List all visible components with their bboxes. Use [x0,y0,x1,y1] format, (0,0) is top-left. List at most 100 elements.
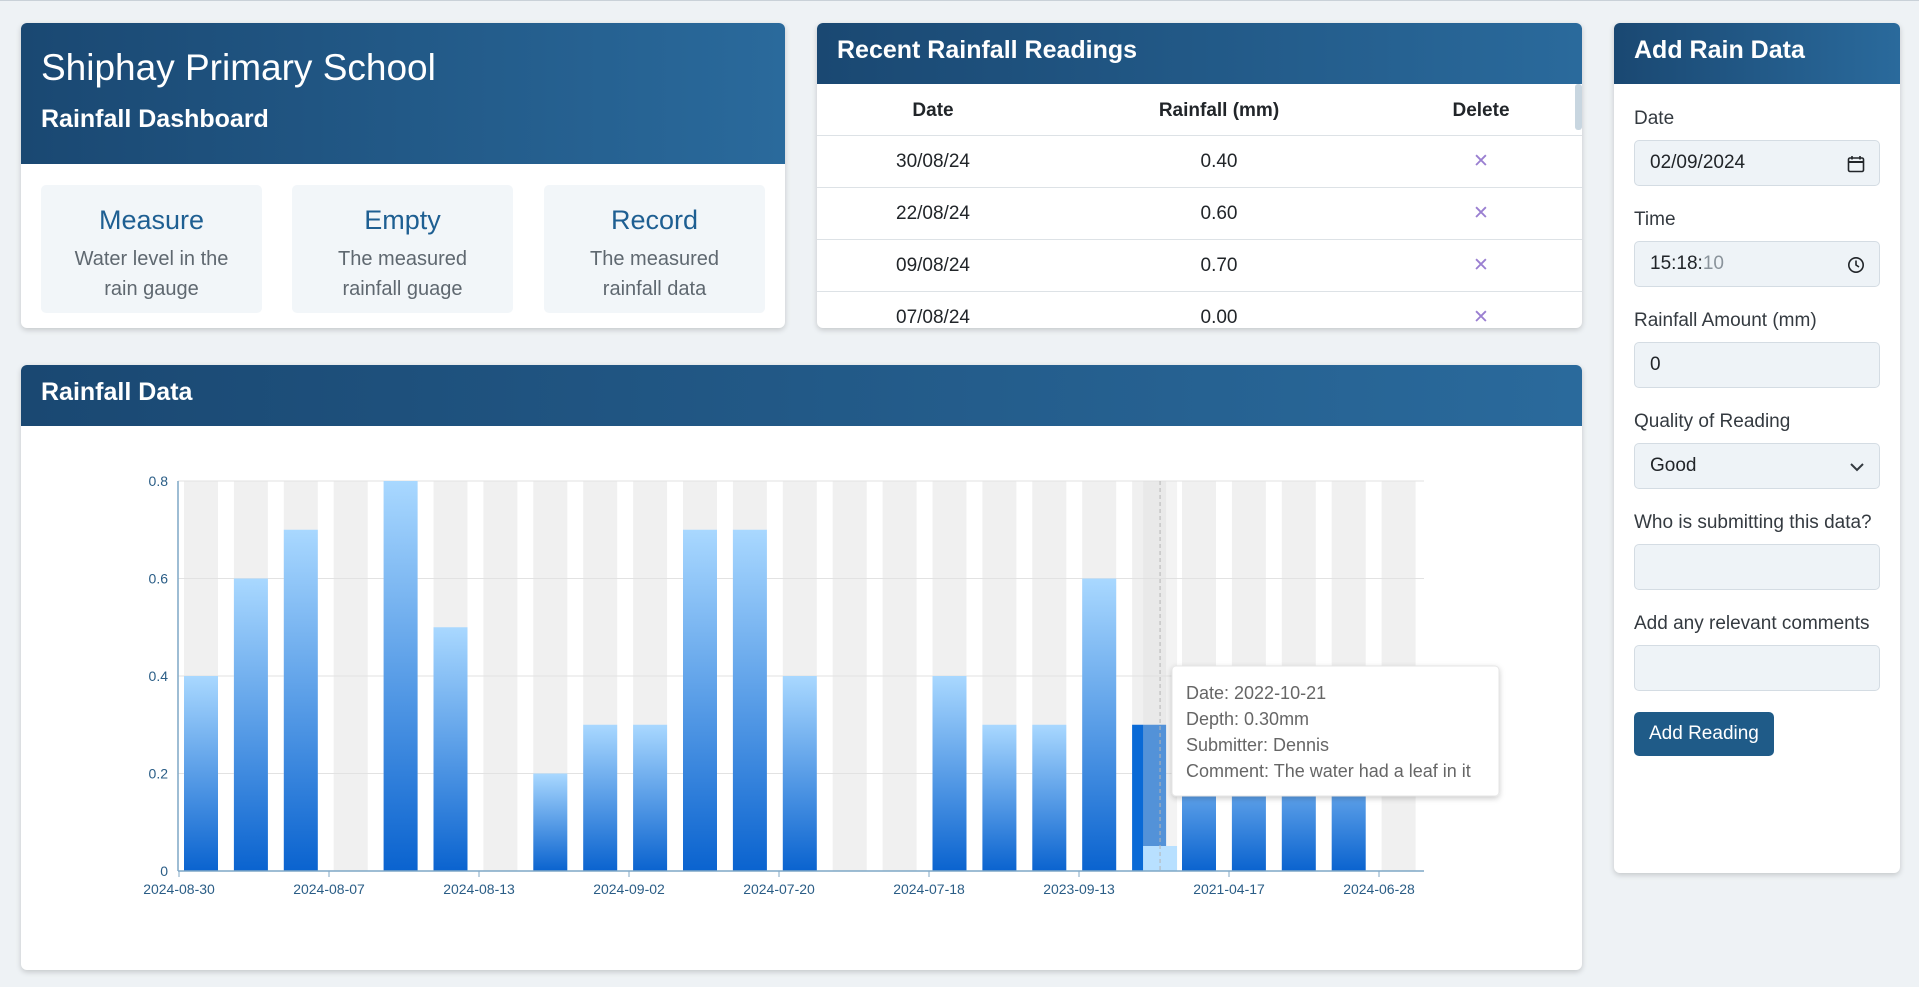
bar [1082,578,1117,871]
rainfall-chart-card: Rainfall Data 0 0.2 0.4 0.6 0.8 2024-08-30 202… [21,365,1582,970]
tooltip-comment: Comment: The water had a leaf in it [1186,761,1471,781]
cell-date: 09/08/24 [896,255,970,276]
header-date: Date [912,100,954,121]
bar [233,578,268,871]
bar [982,724,1017,871]
date-input[interactable]: 02/09/2024 [1634,140,1880,186]
bar [433,627,468,871]
step-description: The measured rainfall guage [338,248,467,300]
tooltip-depth: Depth: 0.30mm [1186,709,1309,729]
x-tick-label: 2024-08-30 [143,881,215,897]
date-label: Date [1634,108,1675,129]
clock-icon[interactable] [1847,242,1865,286]
cell-date: 30/08/24 [896,151,970,172]
readings-header: Recent Rainfall Readings [817,23,1582,84]
table-row: 30/08/24 0.40 ✕ [817,136,1582,188]
delete-icon[interactable]: ✕ [1473,307,1489,328]
date-value: 02/09/2024 [1650,152,1746,173]
cell-date: 07/08/24 [896,307,970,328]
cell-date: 22/08/24 [896,203,970,224]
y-tick-label: 0.4 [149,668,169,684]
step-title: Empty [364,205,441,235]
school-name: Shiphay Primary School [41,47,436,88]
bar [583,724,618,871]
chart-bars [184,481,1366,871]
form-header: Add Rain Data [1614,23,1900,84]
bar [383,481,418,871]
submitter-label: Who is submitting this data? [1634,512,1872,533]
time-label: Time [1634,209,1676,230]
rainfall-amount-label: Rainfall Amount (mm) [1634,310,1817,331]
rain-data-form: Date 02/09/2024 Time 15:18:10 [1614,84,1900,776]
step-record: Record The measured rainfall data [544,185,765,313]
header-rainfall: Rainfall (mm) [1158,100,1280,121]
time-value: 15:18: [1650,253,1703,274]
y-tick-label: 0.8 [149,473,169,489]
submitter-input[interactable] [1634,544,1880,590]
x-tick-label: 2024-08-13 [443,881,515,897]
add-rain-data-card: Add Rain Data Date 02/09/2024 Time 15:18… [1614,23,1900,873]
time-input[interactable]: 15:18:10 [1634,241,1880,287]
school-card: Shiphay Primary School Rainfall Dashboar… [21,23,785,328]
rainfall-bar-chart: 0 0.2 0.4 0.6 0.8 2024-08-30 2024-08-07 2024-08… [143,473,1500,897]
quality-value: Good [1650,455,1697,476]
step-description: The measured rainfall data [590,248,719,300]
x-tick-label: 2021-04-17 [1193,881,1265,897]
chart-header: Rainfall Data [21,365,1582,426]
dashboard-title: Rainfall Dashboard [41,105,269,133]
bar [533,773,568,871]
table-row: 07/08/24 0.00 ✕ [817,292,1582,328]
table-scrollbar[interactable] [1575,84,1582,130]
x-tick-label: 2024-07-20 [743,881,815,897]
tooltip-submitter: Submitter: Dennis [1186,735,1329,755]
recent-readings-card: Recent Rainfall Readings Date Rainfall (… [817,23,1582,328]
x-tick-label: 2023-09-13 [1043,881,1115,897]
comments-label: Add any relevant comments [1634,613,1870,634]
bar [184,676,218,871]
add-reading-button[interactable]: Add Reading [1634,712,1774,756]
x-tick-label: 2024-06-28 [1343,881,1415,897]
delete-icon[interactable]: ✕ [1473,255,1489,276]
bar [782,676,817,871]
bar [633,724,668,871]
chart-tooltip: Date: 2022-10-21 Depth: 0.30mm Submitter: … [1171,665,1500,797]
step-empty: Empty The measured rainfall guage [292,185,513,313]
y-tick-label: 0 [160,863,168,879]
x-tick-label: 2024-08-07 [293,881,365,897]
rainfall-amount-value: 0 [1650,354,1661,375]
cell-rainfall: 0.60 [1200,203,1238,224]
bar [283,529,318,871]
cell-rainfall: 0.70 [1200,255,1238,276]
bar [732,529,767,871]
y-tick-label: 0.2 [149,766,169,782]
chevron-down-icon [1849,444,1865,488]
school-header: Shiphay Primary School Rainfall Dashboar… [21,23,785,164]
chart-axes: 0 0.2 0.4 0.6 0.8 2024-08-30 2024-08-07 2024-08… [143,473,1424,897]
x-tick-label: 2024-09-02 [593,881,665,897]
delete-icon[interactable]: ✕ [1473,151,1489,172]
table-header-row: Date Rainfall (mm) Delete [817,84,1582,136]
y-tick-label: 0.6 [149,571,169,587]
cell-rainfall: 0.00 [1200,307,1238,328]
quality-label: Quality of Reading [1634,411,1791,432]
quality-select[interactable]: Good [1634,443,1880,489]
step-measure: Measure Water level in the rain gauge [41,185,262,313]
calendar-icon[interactable] [1847,141,1865,185]
rainfall-amount-input[interactable]: 0 [1634,342,1880,388]
steps-row: Measure Water level in the rain gauge Em… [41,185,765,313]
x-tick-label: 2024-07-18 [893,881,965,897]
delete-icon[interactable]: ✕ [1473,203,1489,224]
comments-input[interactable] [1634,645,1880,691]
table-row: 09/08/24 0.70 ✕ [817,240,1582,292]
header-delete: Delete [1452,100,1510,121]
step-description: Water level in the rain gauge [74,248,229,300]
step-title: Record [610,205,699,235]
table-row: 22/08/24 0.60 ✕ [817,188,1582,240]
bar [683,529,717,871]
bar [1032,724,1067,871]
readings-table[interactable]: Date Rainfall (mm) Delete 30/08/24 0.40 … [817,84,1582,328]
bar [932,676,967,871]
time-seconds: 10 [1702,253,1724,274]
tooltip-date: Date: 2022-10-21 [1186,683,1326,703]
step-title: Measure [98,205,205,235]
